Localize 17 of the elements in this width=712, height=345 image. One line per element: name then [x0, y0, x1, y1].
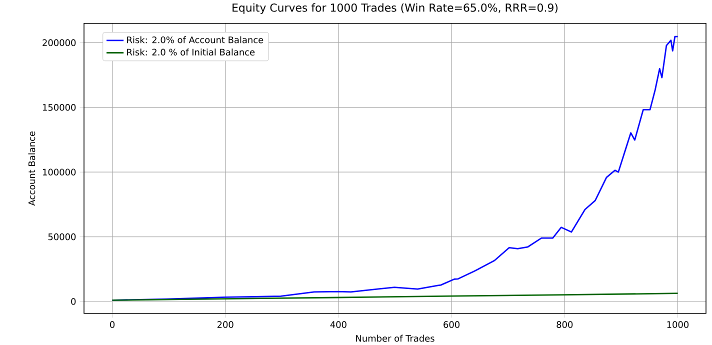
chart-title: Equity Curves for 1000 Trades (Win Rate=65.0%, RRR=0.9) — [232, 3, 558, 14]
x-tick-label: 1000 — [667, 321, 689, 328]
x-tick-label: 600 — [444, 321, 460, 328]
x-tick-label: 0 — [110, 321, 115, 328]
y-tick-label: 100000 — [42, 168, 76, 176]
y-axis-title: Account Balance — [28, 131, 36, 206]
y-tick-label: 0 — [71, 298, 76, 305]
x-axis-title: Number of Trades — [356, 334, 434, 342]
legend-label: Risk: 2.0% of Account Balance — [127, 36, 264, 44]
x-tick-label: 400 — [330, 321, 346, 328]
y-tick-label: 200000 — [42, 39, 76, 46]
legend-label: Risk: 2.0 % of Initial Balance — [127, 48, 255, 56]
x-tick-label: 800 — [556, 321, 573, 328]
line-series — [112, 292, 678, 301]
x-tick-label: 200 — [217, 321, 234, 328]
y-tick-label: 150000 — [42, 104, 76, 111]
y-tick-label: 50000 — [48, 233, 76, 240]
